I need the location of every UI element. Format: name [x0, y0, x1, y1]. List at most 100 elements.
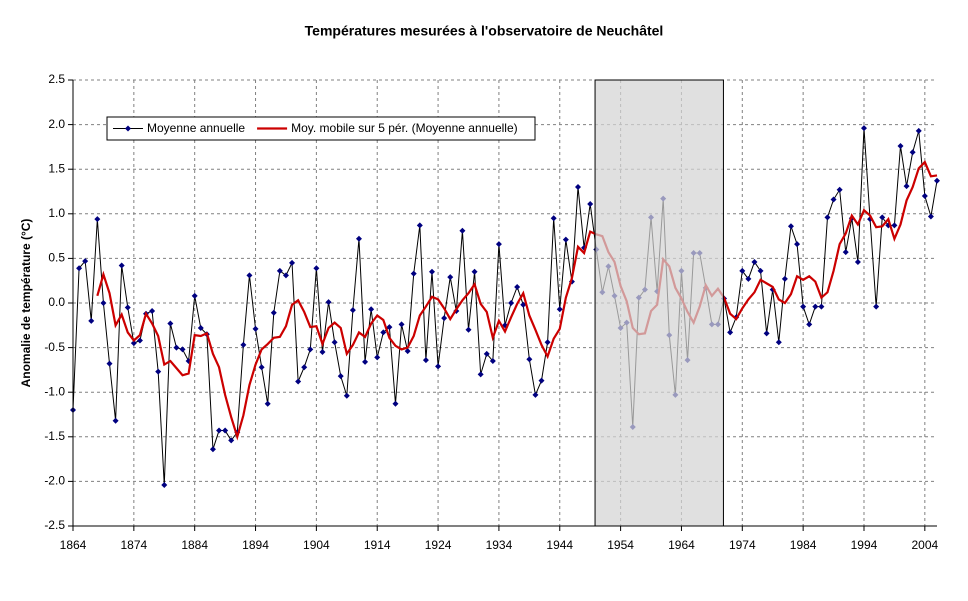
data-point [374, 354, 381, 361]
data-point [818, 303, 825, 310]
data-point [538, 377, 545, 384]
data-point [508, 300, 515, 306]
data-point [483, 350, 490, 357]
data-point [264, 400, 271, 407]
y-tick-label: 1.5 [48, 161, 65, 175]
data-point [112, 417, 119, 424]
data-point [258, 364, 265, 371]
data-point [575, 184, 582, 191]
x-tick-label: 1984 [790, 538, 817, 552]
data-point [903, 183, 910, 190]
data-point [222, 427, 229, 434]
data-point [337, 373, 344, 380]
data-point [155, 368, 162, 375]
data-point [757, 267, 764, 274]
data-point [934, 177, 940, 184]
data-point [514, 283, 521, 290]
x-tick-label: 1964 [668, 538, 695, 552]
data-point [76, 265, 83, 272]
data-point [891, 222, 898, 229]
y-tick-label: -1.0 [44, 384, 65, 398]
data-point [106, 360, 113, 367]
data-point [100, 300, 107, 306]
data-point [149, 308, 156, 315]
highlight-band [594, 79, 724, 527]
legend-label: Moy. mobile sur 5 pér. (Moyenne annuelle… [291, 121, 518, 135]
data-point [246, 272, 253, 279]
legend-box [106, 116, 536, 141]
data-point [824, 214, 831, 221]
data-point [556, 306, 563, 313]
x-tick-label: 1954 [607, 538, 634, 552]
data-point [587, 200, 594, 207]
y-tick-label: 2.5 [48, 72, 65, 86]
data-point [319, 349, 326, 356]
data-point [161, 481, 168, 488]
data-point [301, 364, 308, 371]
data-point [520, 301, 527, 308]
data-point [380, 329, 387, 336]
data-point [124, 304, 131, 311]
y-tick-label: -1.5 [44, 429, 65, 443]
data-point [477, 371, 484, 378]
data-point [842, 249, 849, 256]
data-point [812, 303, 819, 310]
data-point [228, 437, 235, 444]
x-tick-label: 1904 [303, 538, 330, 552]
legend-marker [125, 125, 131, 132]
data-point [544, 339, 551, 346]
data-point [873, 303, 880, 310]
x-tick-label: 1944 [546, 538, 573, 552]
x-tick-label: 1884 [181, 538, 208, 552]
data-point [276, 267, 283, 274]
data-point [794, 241, 801, 248]
data-point [295, 378, 302, 385]
data-point [836, 186, 843, 193]
data-point [410, 270, 417, 277]
data-point [392, 400, 399, 407]
data-point [489, 357, 496, 364]
data-point [435, 363, 442, 370]
data-point [471, 268, 478, 275]
data-point [216, 427, 223, 434]
data-point [806, 321, 813, 328]
data-point [532, 391, 539, 398]
data-point [800, 303, 807, 310]
x-tick-label: 1864 [60, 538, 87, 552]
data-point [173, 344, 180, 351]
data-point [763, 330, 770, 337]
y-tick-label: 0.5 [48, 251, 65, 265]
y-axis-label: Anomalie de température (°C) [19, 219, 33, 388]
data-point [860, 125, 867, 132]
data-point [927, 213, 934, 220]
legend-label: Moyenne annuelle [147, 121, 245, 135]
data-point [179, 346, 186, 353]
data-point [465, 326, 472, 333]
data-point [94, 216, 101, 223]
data-point [167, 320, 174, 327]
data-point [416, 222, 423, 229]
y-tick-label: 2.0 [48, 117, 65, 131]
data-point [130, 340, 137, 347]
data-point [526, 356, 533, 363]
data-point [191, 292, 198, 299]
data-point [745, 275, 752, 282]
data-point [775, 339, 782, 346]
data-point [270, 309, 277, 316]
y-tick-label: -0.5 [44, 340, 65, 354]
data-point [787, 223, 794, 230]
data-point [550, 215, 557, 222]
y-tick-label: -2.5 [44, 518, 65, 532]
data-point [562, 236, 569, 243]
x-tick-label: 2004 [911, 538, 938, 552]
data-point [398, 321, 405, 328]
data-point [325, 299, 332, 306]
data-point [136, 337, 143, 344]
data-point [88, 317, 95, 324]
series-line [96, 160, 938, 441]
data-point [404, 348, 411, 355]
data-point [282, 272, 289, 279]
data-point [830, 196, 837, 203]
